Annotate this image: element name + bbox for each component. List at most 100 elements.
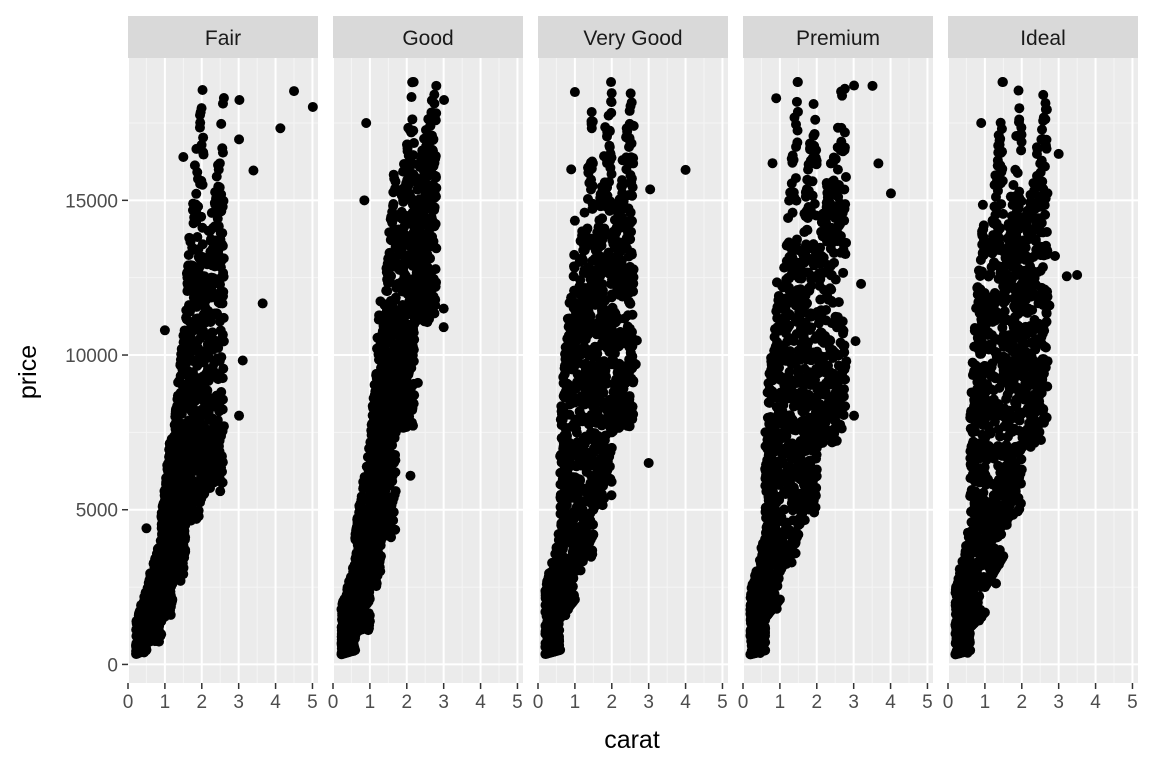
data-point: [171, 490, 182, 501]
x-tick-label: 5: [307, 692, 318, 713]
data-point: [186, 406, 197, 417]
data-point: [378, 417, 389, 428]
data-point: [597, 288, 608, 299]
data-point: [354, 536, 365, 547]
data-point: [619, 201, 630, 212]
data-point: [570, 393, 581, 404]
data-point: [407, 77, 418, 88]
data-point: [364, 616, 375, 627]
data-point: [376, 487, 387, 498]
data-point: [211, 171, 222, 182]
data-point: [570, 382, 581, 393]
data-point: [237, 355, 248, 366]
x-tick-label: 3: [438, 692, 449, 713]
data-point: [586, 106, 597, 117]
data-point: [430, 171, 441, 182]
data-point: [603, 110, 614, 121]
data-point: [589, 341, 600, 352]
data-point: [406, 92, 417, 103]
data-point: [184, 336, 195, 347]
x-tick-label: 2: [606, 692, 617, 713]
data-point: [562, 333, 573, 344]
data-point: [579, 341, 590, 352]
data-point: [217, 201, 228, 212]
data-point: [609, 307, 620, 318]
data-point: [197, 85, 208, 96]
data-point: [356, 525, 367, 536]
x-tick-label: 2: [401, 692, 412, 713]
data-point: [390, 486, 401, 497]
data-point: [208, 222, 219, 233]
data-point: [141, 523, 152, 534]
data-point: [438, 322, 449, 333]
data-point: [555, 644, 566, 655]
data-point: [560, 386, 571, 397]
data-point: [157, 514, 168, 525]
data-point: [408, 125, 419, 136]
data-point: [191, 143, 202, 154]
x-tick-label: 1: [160, 692, 171, 713]
data-point: [595, 270, 606, 281]
data-point: [431, 80, 442, 91]
data-point: [208, 369, 219, 380]
data-point: [573, 522, 584, 533]
data-point: [215, 287, 226, 298]
data-point: [423, 231, 434, 242]
data-point: [379, 404, 390, 415]
data-point: [588, 519, 599, 530]
data-point: [143, 583, 154, 594]
data-point: [561, 573, 572, 584]
data-point: [431, 182, 442, 193]
data-point: [615, 246, 626, 257]
data-point: [193, 173, 204, 184]
data-point: [429, 98, 440, 109]
data-point: [248, 165, 259, 176]
data-point: [625, 101, 636, 112]
data-point: [234, 95, 245, 106]
y-axis-title: price: [14, 345, 42, 399]
data-point: [234, 134, 245, 145]
data-point: [623, 228, 634, 239]
data-point: [390, 524, 401, 535]
data-point: [257, 298, 268, 309]
data-point: [400, 235, 411, 246]
data-point: [161, 565, 172, 576]
data-point: [183, 435, 194, 446]
data-point: [561, 499, 572, 510]
data-point: [570, 416, 581, 427]
data-point: [604, 142, 615, 153]
data-point: [601, 371, 612, 382]
data-point: [570, 310, 581, 321]
data-point: [593, 239, 604, 250]
data-point: [356, 494, 367, 505]
data-point: [566, 581, 577, 592]
x-tick-label: 3: [643, 692, 654, 713]
data-point: [617, 280, 628, 291]
data-point: [586, 123, 597, 134]
data-point: [398, 264, 409, 275]
data-point: [571, 427, 582, 438]
data-point: [398, 222, 409, 233]
data-point: [365, 517, 376, 528]
data-point: [366, 473, 377, 484]
data-point: [200, 377, 211, 388]
data-point: [588, 352, 599, 363]
data-point: [362, 597, 373, 608]
data-point: [592, 456, 603, 467]
data-point: [439, 95, 450, 106]
data-point: [627, 309, 638, 320]
data-point: [569, 87, 580, 98]
data-point: [617, 155, 628, 166]
data-point: [398, 166, 409, 177]
data-point: [212, 255, 223, 266]
data-point: [599, 223, 610, 234]
data-point: [606, 88, 617, 99]
data-point: [625, 217, 636, 228]
data-point: [417, 270, 428, 281]
data-point: [173, 391, 184, 402]
x-tick-label: 2: [196, 692, 207, 713]
data-point: [607, 325, 618, 336]
facet-strip-label: Premium: [796, 27, 880, 50]
data-point: [577, 253, 588, 264]
data-point: [375, 551, 386, 562]
